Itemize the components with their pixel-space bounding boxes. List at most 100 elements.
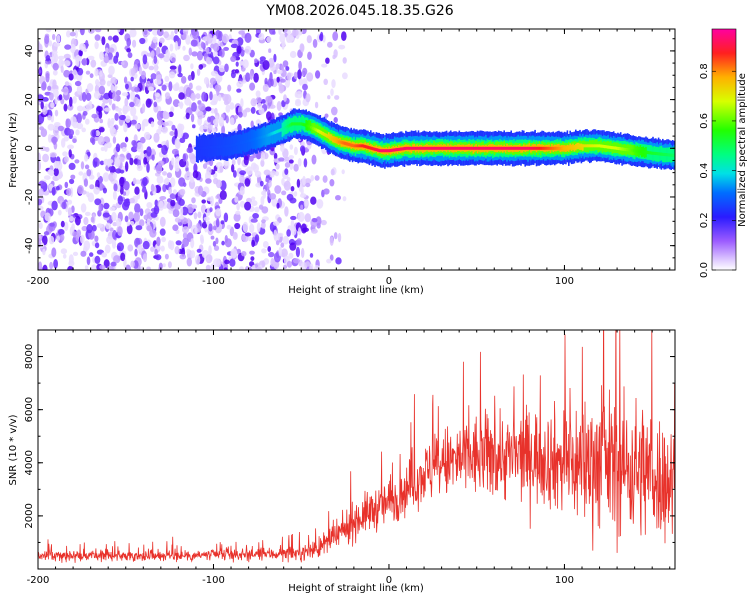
spectrogram-noise-blob bbox=[154, 64, 158, 73]
spectrogram-noise-blob bbox=[341, 169, 345, 175]
spectrogram-noise-blob bbox=[267, 246, 272, 252]
spectrogram-noise-blob bbox=[311, 228, 318, 234]
spectrogram-noise-blob bbox=[179, 188, 186, 196]
spectrogram-noise-blob bbox=[195, 85, 202, 91]
spectrogram-noise-blob bbox=[275, 63, 280, 69]
spectrogram-noise-blob bbox=[192, 124, 196, 129]
spectrogram-noise-blob bbox=[154, 199, 159, 207]
spectrogram-noise-blob bbox=[310, 175, 315, 182]
spectrogram-noise-blob bbox=[81, 127, 86, 133]
spectrogram-noise-blob bbox=[110, 84, 115, 93]
spectrogram-noise-blob bbox=[98, 203, 102, 214]
spectrogram-noise-blob bbox=[182, 182, 187, 188]
spectrogram-noise-blob bbox=[78, 50, 83, 57]
spectrogram-noise-blob bbox=[40, 128, 48, 138]
spectrogram-noise-blob bbox=[324, 113, 329, 118]
spectrogram-noise-blob bbox=[192, 29, 200, 40]
spectrogram-noise-blob bbox=[42, 264, 48, 270]
spectrogram-noise-blob bbox=[212, 225, 217, 231]
spectrogram-noise-blob bbox=[128, 211, 134, 221]
spectrogram-noise-blob bbox=[74, 80, 82, 87]
spectrogram-noise-blob bbox=[112, 91, 118, 102]
spectrogram-noise-blob bbox=[282, 60, 289, 68]
spectrogram-noise-blob bbox=[111, 239, 117, 249]
spectrogram-noise-blob bbox=[244, 201, 252, 211]
spectrogram-noise-blob bbox=[213, 258, 221, 267]
spectrogram-noise-blob bbox=[302, 83, 308, 91]
spectrogram-noise-blob bbox=[169, 193, 177, 200]
spectrogram-noise-blob bbox=[185, 166, 189, 173]
spectrogram-noise-blob bbox=[115, 143, 121, 153]
spectrogram-noise-blob bbox=[242, 221, 249, 233]
spectrogram-noise-blob bbox=[145, 98, 152, 108]
spectrogram-noise-blob bbox=[56, 235, 60, 242]
spectrogram-noise-blob bbox=[236, 248, 242, 255]
spectrogram-noise-blob bbox=[142, 54, 148, 65]
spectrogram-noise-blob bbox=[215, 237, 219, 245]
spectrogram-noise-blob bbox=[38, 161, 41, 171]
spectrogram-noise-blob bbox=[117, 29, 121, 33]
spectrogram-noise-blob bbox=[38, 222, 43, 230]
snr-panel: -200 -100 0 100 2000 4000 6000 8000 Height of … bbox=[8, 329, 676, 594]
spectrogram-noise-blob bbox=[112, 229, 117, 240]
colorbar-frame bbox=[711, 28, 737, 271]
spectrogram-noise-blob bbox=[278, 157, 285, 162]
spectrogram-noise-blob bbox=[201, 125, 209, 130]
snr-y-tick-label: 8000 bbox=[24, 344, 35, 369]
spectrogram-noise-blob bbox=[64, 44, 72, 50]
spectrogram-noise-blob bbox=[320, 219, 327, 226]
spectrogram-noise-blob bbox=[81, 58, 88, 66]
spectrogram-noise-blob bbox=[210, 108, 215, 114]
spectrogram-noise-blob bbox=[280, 78, 286, 83]
spectrogram-noise-blob bbox=[272, 221, 280, 226]
spectrogram-noise-blob bbox=[249, 250, 255, 255]
spectrogram-noise-blob bbox=[239, 186, 245, 196]
spectrogram-noise-blob bbox=[212, 34, 217, 42]
spectrogram-noise-blob bbox=[249, 70, 253, 80]
spectrogram-noise-blob bbox=[280, 144, 285, 152]
spectrogram-noise-blob bbox=[41, 81, 47, 90]
spectrogram-noise-blob bbox=[250, 106, 256, 114]
spectrogram-noise-blob bbox=[110, 117, 115, 125]
spectrogram-noise-blob bbox=[201, 91, 207, 102]
spectrogram-noise-blob bbox=[156, 29, 164, 37]
spectrogram-noise-blob bbox=[174, 246, 180, 255]
spectrogram-noise-blob bbox=[94, 157, 98, 162]
spectrogram-noise-blob bbox=[139, 37, 146, 45]
spectrogram-noise-blob bbox=[290, 186, 295, 192]
spectrogram-noise-blob bbox=[117, 226, 123, 237]
spectrogram-noise-blob bbox=[72, 121, 79, 129]
spectrogram-noise-blob bbox=[333, 232, 338, 240]
spectrogram-noise-blob bbox=[201, 199, 206, 204]
spectrogram-noise-blob bbox=[196, 68, 201, 77]
snr-y-tick-label: 4000 bbox=[24, 450, 35, 475]
spectrogram-noise-blob bbox=[79, 43, 86, 52]
spectrogram-noise-blob bbox=[52, 33, 56, 41]
spectrogram-noise-blob bbox=[52, 79, 57, 89]
spectrogram-noise-blob bbox=[262, 84, 269, 92]
spectrogram-noise-blob bbox=[299, 43, 305, 52]
spectrogram-noise-blob bbox=[311, 154, 317, 165]
spectrogram-noise-blob bbox=[69, 178, 75, 185]
spectrogram-noise-blob bbox=[191, 94, 196, 99]
spectrogram-noise-blob bbox=[69, 31, 76, 37]
spectrogram-noise-blob bbox=[260, 151, 266, 161]
spectrogram-noise-blob bbox=[265, 95, 273, 103]
spectrogram-noise-blob bbox=[162, 121, 169, 127]
spectrogram-noise-blob bbox=[197, 185, 204, 196]
spectrogram-noise-blob bbox=[239, 266, 244, 270]
spectrogram-noise-blob bbox=[186, 147, 194, 154]
spectrogram-noise-blob bbox=[123, 123, 128, 133]
spectrogram-noise-blob bbox=[219, 190, 227, 201]
spectrogram-noise-blob bbox=[330, 168, 335, 176]
spectrogram-noise-blob bbox=[174, 128, 178, 139]
spectrogram-noise-blob bbox=[178, 86, 185, 94]
spectrogram-noise-blob bbox=[307, 51, 312, 60]
snr-frame bbox=[37, 329, 676, 570]
spectrogram-noise-blob bbox=[63, 53, 71, 60]
snr-series-line bbox=[38, 330, 675, 563]
spectrogram-ridge-band bbox=[582, 144, 584, 151]
spectrogram-noise-blob bbox=[171, 124, 176, 131]
spectrogram-noise-blob bbox=[259, 56, 266, 62]
spectrogram-noise-blob bbox=[182, 29, 190, 32]
